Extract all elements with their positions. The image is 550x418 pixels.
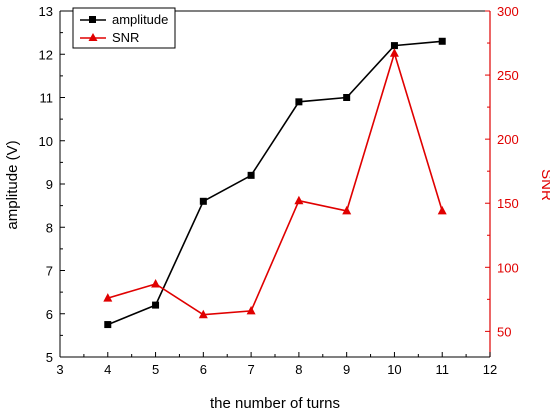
legend: amplitude SNR xyxy=(72,7,176,49)
series-line-snr xyxy=(107,50,443,316)
data-point-snr xyxy=(342,205,352,215)
x-tick-label: 10 xyxy=(387,362,401,377)
data-point-amplitude xyxy=(343,94,351,101)
right-y-axis-title: SNR xyxy=(538,169,550,201)
legend-label-amplitude: amplitude xyxy=(112,12,168,27)
data-point-amplitude xyxy=(438,37,446,45)
left-y-tick-label: 13 xyxy=(39,4,53,19)
right-y-tick-label: 300 xyxy=(497,4,519,19)
left-y-tick-label: 8 xyxy=(46,220,53,235)
legend-label-snr: SNR xyxy=(112,30,139,45)
x-tick-label: 11 xyxy=(435,362,449,377)
left-y-tick-label: 11 xyxy=(40,91,54,106)
x-tick-label: 6 xyxy=(200,362,207,377)
legend-box xyxy=(72,7,176,49)
data-point-snr xyxy=(389,48,399,57)
data-point-snr xyxy=(103,293,113,302)
legend-marker-amplitude xyxy=(89,16,96,23)
axis-ticks: 3 4 5 6 7 8 9 10 11 12 5 6 7 8 9 10 11 12 13 50 100 150 200 250… xyxy=(39,4,519,377)
data-point-amplitude xyxy=(247,171,255,179)
x-tick-label: 7 xyxy=(247,362,254,377)
data-point-amplitude xyxy=(295,98,303,106)
right-y-tick-label: 100 xyxy=(497,260,519,275)
plot-frame xyxy=(59,10,491,358)
left-y-tick-label: 5 xyxy=(46,350,53,365)
x-tick-label: 5 xyxy=(152,362,159,377)
x-tick-label: 12 xyxy=(483,362,497,377)
x-tick-label: 3 xyxy=(56,362,63,377)
data-point-amplitude xyxy=(390,42,398,50)
left-y-tick-label: 6 xyxy=(46,307,53,322)
data-point-snr xyxy=(198,309,208,319)
data-point-snr xyxy=(151,279,161,288)
right-y-tick-label: 150 xyxy=(497,196,519,211)
right-y-tick-label: 200 xyxy=(497,132,519,147)
series-layer xyxy=(103,37,447,329)
left-y-tick-label: 12 xyxy=(39,47,53,62)
data-point-snr xyxy=(437,205,447,215)
x-tick-label: 4 xyxy=(104,362,111,377)
right-y-tick-label: 50 xyxy=(497,324,511,339)
left-y-tick-label: 7 xyxy=(46,264,53,279)
legend-marker-snr xyxy=(88,33,98,41)
x-axis-title: the number of turns xyxy=(210,395,340,412)
x-tick-label: 8 xyxy=(295,362,302,377)
series-line-amplitude xyxy=(107,40,443,326)
x-tick-label: 9 xyxy=(343,362,350,377)
data-point-amplitude xyxy=(152,301,160,309)
data-point-amplitude xyxy=(199,197,207,205)
left-y-axis-title: amplitude (V) xyxy=(4,140,21,229)
data-point-amplitude xyxy=(104,321,112,329)
left-y-tick-label: 9 xyxy=(46,177,53,192)
data-point-snr xyxy=(294,195,304,205)
data-point-snr xyxy=(246,305,256,315)
right-y-tick-label: 250 xyxy=(497,68,519,83)
left-y-tick-label: 10 xyxy=(39,134,53,149)
